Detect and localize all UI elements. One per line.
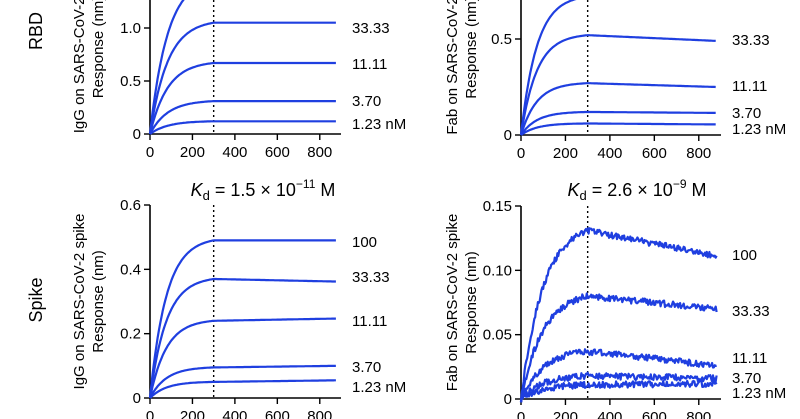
series-line-100 [519,0,577,136]
panel-fab-spike: 0 0.05 0.10 0.15 0 200 400 600 800 Fab on SARS-Co… [444,177,786,419]
series-label: 3.70 [352,359,381,376]
y-tick-label: 0 [504,127,512,144]
x-tick-label: 400 [222,408,247,419]
series-line-1-23-nM [149,120,336,135]
panel-igg-rbd: 0 0.5 1.0 0 200 400 600 800 IgG on SARS-CoV-2 RB… [71,0,406,161]
series-line-3-70 [149,364,336,399]
y-tick-label: 0.6 [120,197,141,214]
kd-exponent: −9 [673,177,687,191]
x-tick-label: 0 [146,144,154,161]
panel-fab-rbd: 0 0.5 0 200 400 600 800 Fab on SARS-CoV-2 RBD Re… [444,0,786,162]
row-label-rbd: RBD [26,12,46,50]
y-axis-label-units: Response (nm) [90,0,107,98]
x-tick-label: 200 [553,409,578,419]
panel-title: Kd = 2.6 × 10−9 M [567,177,706,203]
x-tick-label: 200 [180,408,205,419]
series-line-1-23-nM [519,379,718,403]
x-tick-label: 600 [642,145,667,162]
y-axis-label: Fab on SARS-CoV-2 spike [444,214,461,392]
y-axis-label: IgG on SARS-CoV-2 spike [71,214,88,390]
kd-symbol: K [191,180,204,200]
kd-exponent: −11 [296,177,316,191]
x-tick-label: 600 [642,409,667,419]
y-tick-label: 0.15 [483,198,512,215]
y-axis-label-units: Response (nm) [90,250,107,353]
series-label: 33.33 [732,32,770,49]
x-tick-label: 800 [686,145,711,162]
series-label: 11.11 [352,313,387,330]
series-label: 33.33 [352,20,390,37]
series-label: 11.11 [732,78,767,95]
x-tick-label: 0 [146,408,154,419]
series-label: 100 [732,247,757,264]
y-tick-label: 0.5 [120,73,141,90]
series-line-3-70 [520,110,716,136]
series-line-1-23-nM [520,122,716,136]
row-label-spike: Spike [26,277,46,322]
y-tick-label: 0.4 [120,261,141,278]
series-line-100 [148,0,185,135]
y-axis-label-units: Response (nm) [463,0,480,99]
y-tick-label: 0.2 [120,326,141,343]
kd-equals: = 1.5 × 10 [210,180,296,200]
kd-subscript: d [580,188,587,203]
series-line-11-11 [148,61,336,135]
x-tick-label: 200 [180,144,205,161]
x-tick-label: 800 [307,408,332,419]
series-label: 11.11 [352,56,387,73]
x-tick-label: 400 [597,145,622,162]
y-tick-label: 0.10 [483,262,512,279]
x-tick-label: 400 [597,409,622,419]
series-label: 1.23 nM [732,385,786,402]
x-tick-label: 200 [553,145,578,162]
x-tick-label: 0 [517,145,525,162]
series-line-11-11 [519,82,716,136]
series-label: 33.33 [352,269,390,286]
kd-equals: = 2.6 × 10 [587,180,673,200]
series-label: 33.33 [732,303,770,320]
y-tick-label: 0 [133,390,141,407]
series-label: 1.23 nM [352,116,406,133]
series-label: 3.70 [352,93,381,110]
kd-subscript: d [203,188,210,203]
y-tick-label: 0 [133,126,141,143]
series-line-33-33 [148,21,336,135]
y-axis-label: Fab on SARS-CoV-2 RBD [444,0,461,135]
kd-symbol: K [567,180,580,200]
series-line-33-33 [519,292,718,403]
x-tick-label: 800 [307,144,332,161]
x-tick-label: 800 [686,409,711,419]
series-line-1-23-nM [149,379,336,399]
series-line-11-11 [148,317,336,399]
series-line-3-70 [149,99,336,135]
panel-title: Kd = 1.5 × 10−11 M [191,177,336,203]
series-label: 1.23 nM [732,121,786,138]
series-label: 3.70 [732,105,761,122]
x-tick-label: 400 [222,144,247,161]
series-line-3-70 [519,371,718,403]
series-line-100 [519,227,718,403]
kd-unit: M [315,180,335,200]
series-label: 100 [352,234,377,251]
series-line-100 [148,239,336,399]
series-line-33-33 [148,277,336,399]
y-tick-label: 0.5 [491,31,512,48]
y-axis-label: IgG on SARS-CoV-2 RBD [71,0,88,133]
series-line-11-11 [519,348,717,403]
x-tick-label: 600 [265,144,290,161]
y-tick-label: 1.0 [120,20,141,37]
series-label: 3.70 [732,370,761,387]
y-axis-label-units: Response (nm) [463,251,480,354]
series-label: 11.11 [732,350,767,367]
y-tick-label: 0.05 [483,327,512,344]
panel-igg-spike: 0 0.2 0.4 0.6 0 200 400 600 800 IgG on SARS-CoV-2… [71,177,406,419]
x-tick-label: 600 [265,408,290,419]
x-tick-label: 0 [517,409,525,419]
y-tick-label: 0 [504,391,512,408]
series-line-33-33 [519,34,716,136]
series-label: 1.23 nM [352,379,406,396]
kd-unit: M [687,180,707,200]
